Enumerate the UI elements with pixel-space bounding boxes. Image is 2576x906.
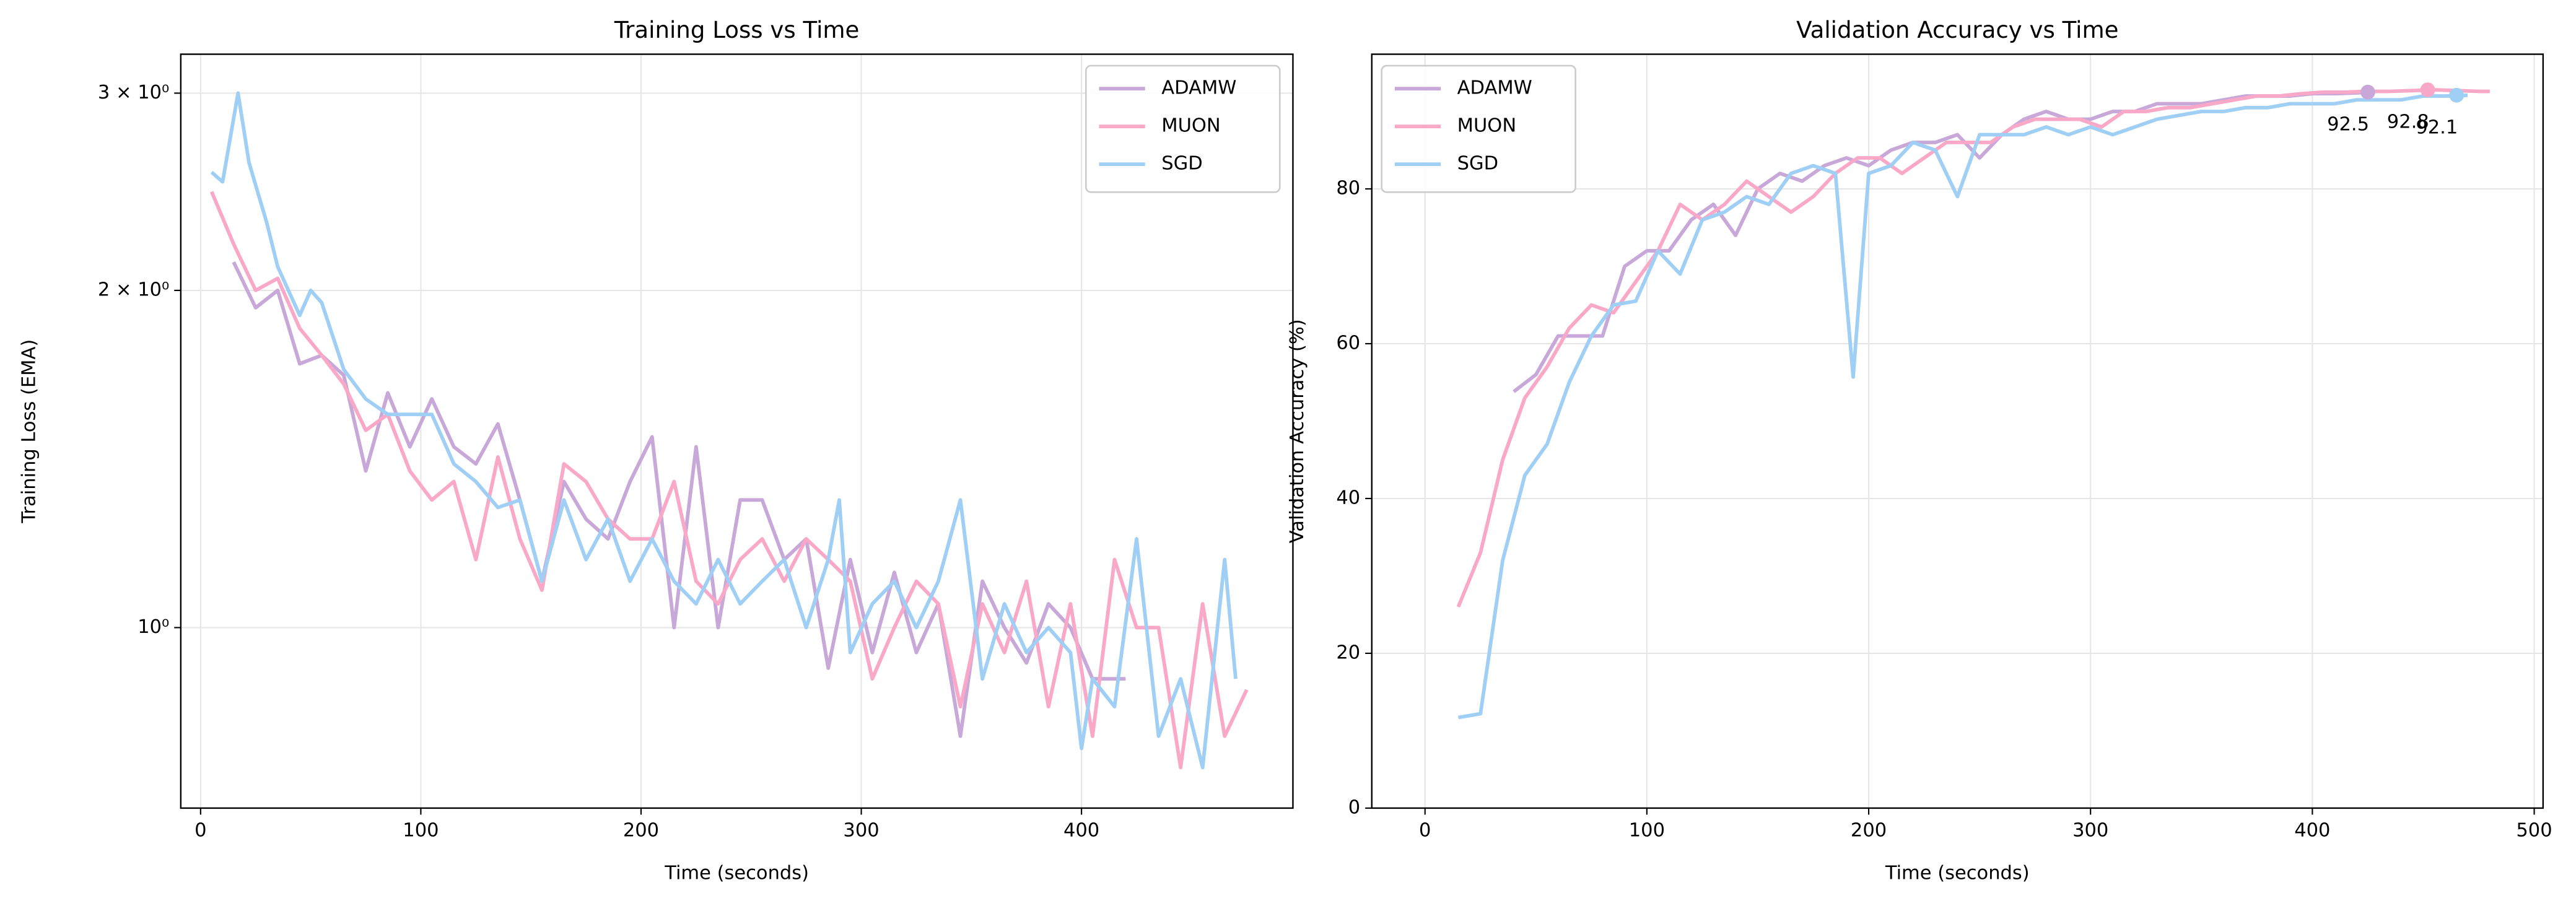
y-tick-label: 0 [1348,796,1360,818]
axes-frame [1371,53,2544,809]
axes-title: Training Loss vs Time [614,17,859,43]
series-line [210,91,1238,770]
x-tick-label: 100 [403,820,439,842]
y-tick-label: 80 [1336,178,1360,199]
axes-title: Validation Accuracy vs Time [1796,17,2118,43]
legend-label: ADAMW [1457,77,1532,99]
y-axis-label: Validation Accuracy (%) [1286,319,1308,543]
x-axis-label: Time (seconds) [664,863,809,884]
legend: ADAMW MUON SGD [1085,64,1281,193]
legend-label: ADAMW [1161,77,1236,99]
x-tick-label: 200 [623,820,659,842]
axes-frame [180,53,1294,809]
legend-box [1085,64,1281,193]
y-tick-label: 60 [1336,332,1360,354]
x-axis-label: Time (seconds) [1885,863,2030,884]
y-tick-label: 40 [1336,487,1360,508]
y-tick-label: 10⁰ [138,616,169,638]
legend-label: MUON [1457,115,1516,137]
y-tick-label: 2 × 10⁰ [98,279,169,300]
y-tick-label: 3 × 10⁰ [98,82,169,103]
annotation-marker [2360,84,2375,100]
annotation-label: 92.1 [2416,116,2458,138]
series-line [1513,90,2369,393]
x-tick-label: 500 [2516,820,2552,842]
series-line [1457,93,2468,720]
legend-label: MUON [1161,115,1220,137]
legend: ADAMW MUON SGD [1381,64,1576,193]
x-tick-label: 0 [1419,820,1431,842]
series-line [1456,88,2490,608]
x-tick-label: 300 [843,820,879,842]
annotation-label: 92.8 [2387,111,2429,133]
x-tick-label: 300 [2072,820,2108,842]
y-axis-label: Training Loss (EMA) [18,339,40,524]
x-tick-label: 200 [1851,820,1887,842]
x-tick-label: 400 [2294,820,2330,842]
annotation-marker [2449,87,2465,103]
x-tick-label: 0 [194,820,206,842]
x-tick-label: 400 [1063,820,1099,842]
annotation-label: 92.5 [2327,113,2369,135]
y-tick-label: 20 [1336,642,1360,663]
legend-label: SGD [1161,153,1202,175]
x-tick-label: 100 [1629,820,1665,842]
legend-box [1381,64,1576,193]
annotation-marker [2420,82,2435,97]
legend-label: SGD [1457,153,1498,175]
